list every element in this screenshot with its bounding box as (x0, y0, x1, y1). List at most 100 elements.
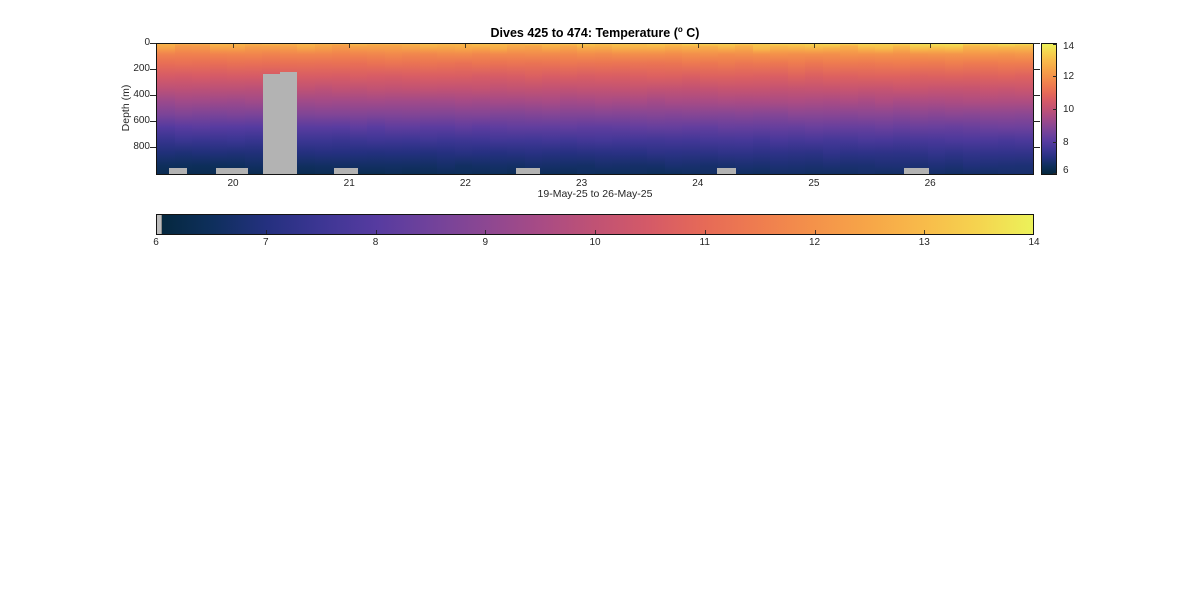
colorbar-horizontal-tick-label: 8 (372, 237, 379, 248)
y-tick-label: 0 (144, 37, 150, 48)
y-tick-mark-right (1033, 69, 1040, 70)
chart-title-prefix: Dives 425 to 474: Temperature ( (490, 26, 678, 41)
y-tick-mark-left (150, 147, 156, 149)
missing-data-region (717, 167, 736, 174)
dive-column (349, 44, 368, 174)
colorbar-vertical-tick-label: 12 (1063, 71, 1075, 82)
dive-column (192, 44, 210, 174)
y-tick-mark-right (1033, 43, 1040, 44)
colorbar-horizontal-tick-label: 14 (1028, 237, 1040, 248)
dive-column (489, 44, 508, 174)
x-tick-label: 24 (692, 178, 704, 189)
x-tick-label: 21 (343, 178, 355, 189)
dive-column (1015, 44, 1033, 174)
colorbar-horizontal (156, 214, 1034, 235)
dive-column (962, 44, 981, 174)
dive-column (577, 44, 595, 174)
dive-column (980, 44, 998, 174)
dive-column (682, 44, 700, 174)
dive-column (454, 44, 473, 174)
y-tick-label: 400 (133, 89, 150, 101)
dive-column (647, 44, 665, 174)
dive-column (244, 44, 263, 174)
dive-column (822, 44, 841, 174)
dive-column (297, 44, 315, 174)
missing-data-region (333, 167, 358, 174)
colorbar-vertical-tick-mark (1053, 109, 1057, 110)
dive-column (437, 44, 455, 174)
dive-column (507, 44, 525, 174)
missing-data-region (168, 167, 188, 174)
colorbar-vertical-tick-label: 14 (1063, 41, 1075, 52)
missing-data-region (903, 167, 930, 174)
missing-data-region (279, 71, 297, 174)
missing-data-region (215, 167, 248, 174)
y-tick-mark-right (1033, 121, 1040, 123)
x-tick-mark-top (930, 44, 932, 48)
dive-column (174, 44, 193, 174)
heatmap-plot-area (156, 43, 1034, 175)
colorbar-vertical-tick-label: 6 (1063, 165, 1069, 176)
y-tick-label: 600 (133, 115, 150, 127)
x-tick-label: 26 (924, 178, 936, 189)
x-tick-label: 20 (227, 178, 239, 189)
dive-column (594, 44, 613, 174)
colorbar-horizontal-tick-mark (595, 230, 596, 234)
missing-data-region (262, 73, 280, 174)
dive-column (367, 44, 385, 174)
dive-column (559, 44, 578, 174)
colorbar-vertical-tick-label: 8 (1063, 137, 1069, 148)
y-tick-mark-right (1033, 95, 1040, 97)
dive-column (787, 44, 806, 174)
colorbar-horizontal-tick-mark (814, 230, 816, 234)
dive-column (892, 44, 911, 174)
dive-column (752, 44, 771, 174)
dive-column (717, 44, 736, 174)
dive-column (419, 44, 438, 174)
colorbar-horizontal-tick-label: 13 (918, 237, 930, 248)
dive-column (402, 44, 420, 174)
x-tick-label: 25 (808, 178, 820, 189)
dive-column (875, 44, 893, 174)
x-axis-label: 19-May-25 to 26-May-25 (537, 188, 653, 200)
dive-column (629, 44, 648, 174)
colorbar-horizontal-tick-mark (265, 230, 267, 234)
dive-column (472, 44, 490, 174)
dive-column (699, 44, 718, 174)
dive-column (612, 44, 630, 174)
colorbar-vertical-tick-mark (1053, 142, 1057, 143)
y-tick-mark-right (1033, 147, 1040, 149)
missing-data-region (515, 167, 540, 174)
dive-column (542, 44, 560, 174)
dive-column (524, 44, 543, 174)
colorbar-horizontal-tick-mark (924, 230, 926, 234)
dive-column (805, 44, 823, 174)
dive-column (840, 44, 858, 174)
dive-column (332, 44, 350, 174)
y-tick-mark-left (150, 69, 156, 70)
colorbar-horizontal-tick-mark (485, 230, 487, 234)
dive-column (735, 44, 753, 174)
colorbar-horizontal-tick-label: 7 (262, 237, 269, 248)
x-tick-mark-top (813, 44, 815, 48)
x-tick-label: 22 (459, 178, 471, 189)
chart-title-suffix: C) (682, 26, 700, 41)
colorbar-horizontal-tick-mark (375, 230, 377, 234)
colorbar-vertical-tick-label: 10 (1063, 104, 1075, 115)
chart-title: Dives 425 to 474: Temperature (o C) (156, 25, 1034, 40)
y-tick-label: 800 (133, 141, 150, 153)
colorbar-vertical-tick-mark (1053, 44, 1057, 45)
colorbar-horizontal-tick-label: 9 (482, 237, 489, 248)
dive-column (227, 44, 245, 174)
colorbar-vertical-tick-mark (1053, 76, 1057, 77)
dive-column (945, 44, 963, 174)
colorbar-vertical-tick-mark (1053, 173, 1057, 174)
y-tick-label: 200 (133, 63, 150, 74)
dive-column (314, 44, 333, 174)
colorbar-horizontal-tick-label: 12 (808, 237, 821, 248)
dive-column (384, 44, 403, 174)
colorbar-nan-cell (157, 215, 162, 234)
colorbar-horizontal-tick-mark (704, 230, 706, 234)
dive-column (910, 44, 928, 174)
